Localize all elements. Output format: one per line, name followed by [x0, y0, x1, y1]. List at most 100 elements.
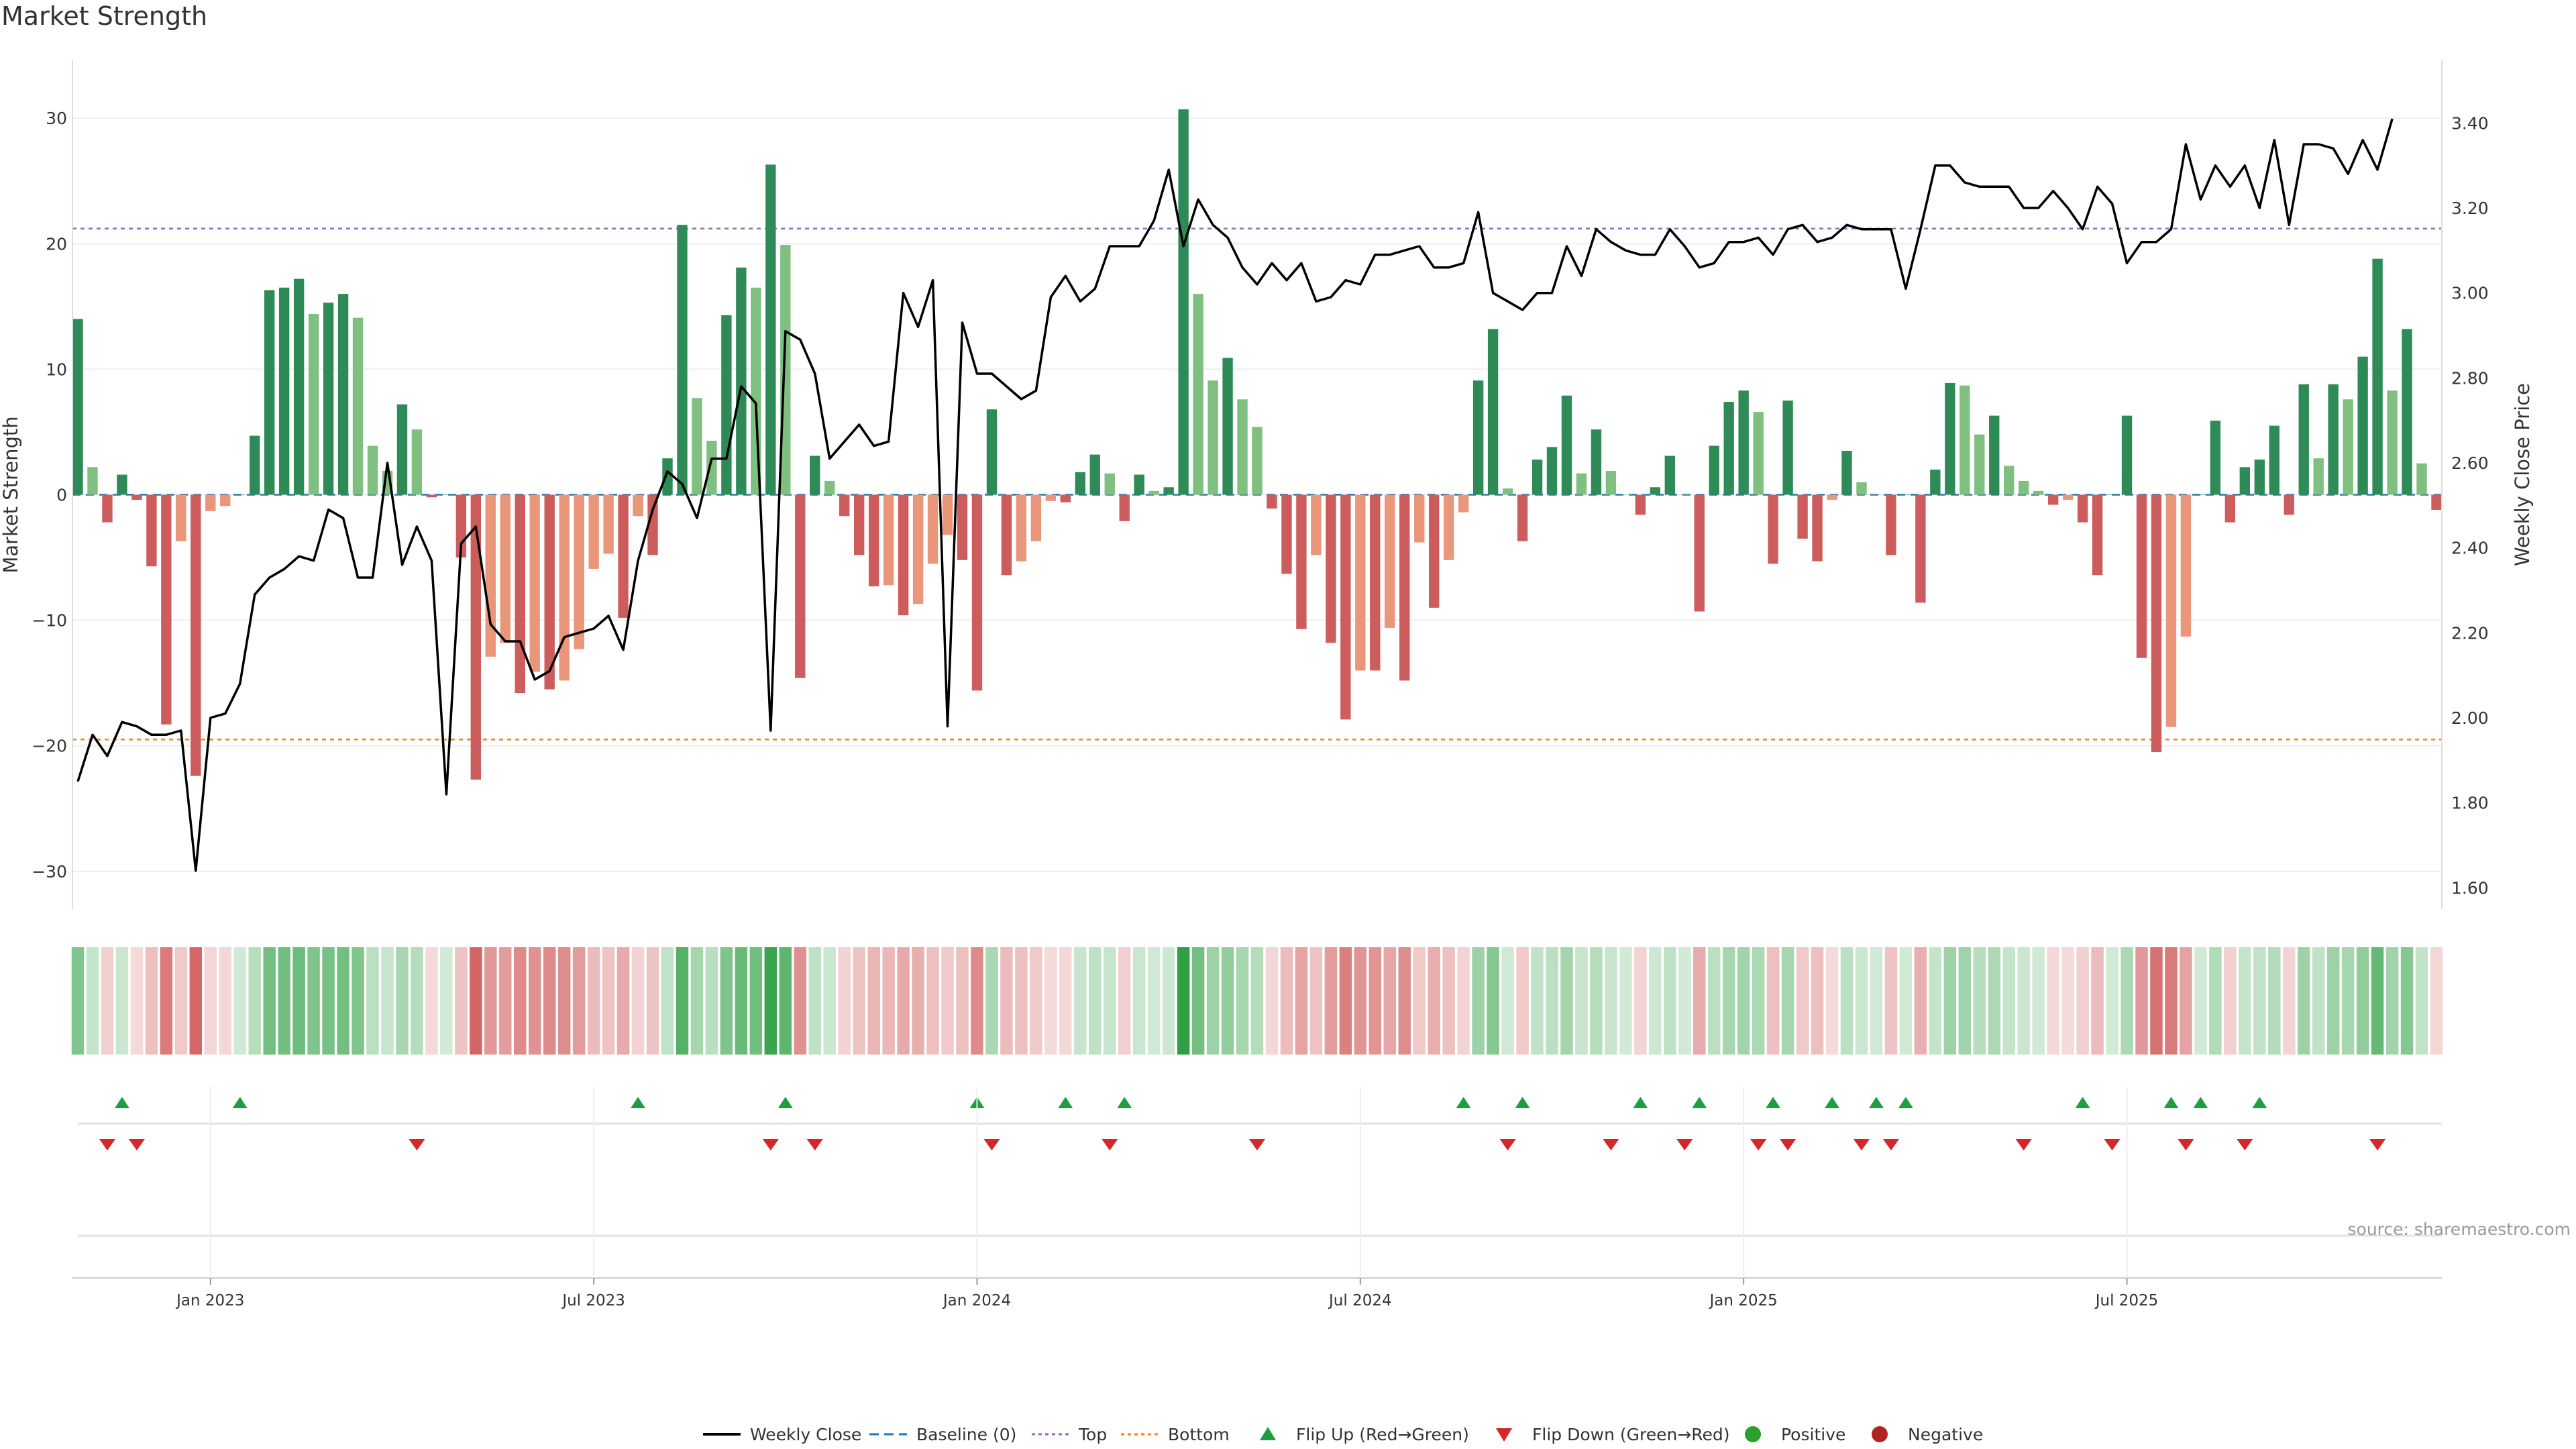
legend-top-label: Top [1078, 1425, 1107, 1444]
heat-cell [1250, 947, 1264, 1055]
heat-cell [749, 947, 763, 1055]
heat-cell [1825, 947, 1839, 1055]
strength-bar [1591, 429, 1602, 495]
flip-up-marker [1868, 1097, 1884, 1108]
heat-cell [499, 947, 512, 1055]
heat-cell [411, 947, 423, 1055]
strength-bar [1738, 390, 1749, 495]
month-tick-label: Jan 2023 [175, 1292, 244, 1309]
strength-bar [1385, 494, 1395, 628]
heat-cell [1191, 947, 1205, 1055]
month-tick-label: Jan 2024 [942, 1292, 1011, 1309]
right-tick-label: 2.40 [2451, 539, 2489, 558]
heat-cell [926, 947, 939, 1055]
strength-bar [1075, 472, 1085, 495]
strength-bar [1871, 494, 1882, 495]
legend-flip-down-swatch [1496, 1428, 1512, 1442]
strength-bar [1370, 494, 1381, 671]
heat-cell [2002, 947, 2015, 1055]
flip-down-marker [1603, 1139, 1619, 1150]
heat-cell [2209, 947, 2222, 1055]
strength-bar [293, 278, 305, 495]
strength-bar [2298, 384, 2309, 495]
heat-cell [1265, 947, 1279, 1055]
strength-bar [2284, 494, 2294, 515]
heat-cell [71, 947, 85, 1055]
flip-down-marker [983, 1139, 1000, 1150]
strength-bar [1134, 474, 1144, 495]
strength-bar [1237, 399, 1248, 495]
strength-bar [2195, 494, 2206, 495]
heat-cell [2385, 947, 2399, 1055]
heat-cell [1884, 947, 1898, 1055]
strength-bar [2019, 480, 2029, 495]
strength-bar [529, 494, 540, 672]
heat-cell [1221, 947, 1234, 1055]
time-axis: Jan 2023 Jul 2023 Jan 2024 Jul 2024 Jan 2025… [72, 1087, 2442, 1309]
heat-cell [897, 947, 910, 1055]
strength-bar [618, 494, 629, 618]
strength-bar [2151, 494, 2162, 753]
strength-bar [161, 494, 172, 724]
heat-cell [1796, 947, 1809, 1055]
flip-down-marker [1780, 1139, 1796, 1150]
legend-bottom-label: Bottom [1168, 1425, 1230, 1444]
strength-bar [500, 494, 511, 643]
heat-cell [528, 947, 541, 1055]
heat-cell [115, 947, 129, 1055]
strength-bar [1960, 385, 1970, 495]
right-tick-label: 1.60 [2451, 878, 2489, 898]
right-axis-title: Weekly Close Price [2511, 383, 2534, 566]
strength-bar [1576, 473, 1587, 495]
strength-bars [72, 109, 2442, 780]
strength-bar [647, 494, 658, 555]
strength-bar [721, 315, 732, 495]
legend: Weekly Close Baseline (0) Top Bottom Flip Up… [703, 1425, 1983, 1444]
heat-cell [204, 947, 217, 1055]
heat-cell [956, 947, 969, 1055]
legend-negative-swatch [1872, 1426, 1888, 1442]
left-tick-label: 30 [46, 109, 67, 128]
heat-cell [1693, 947, 1706, 1055]
legend-flip-up-swatch [1260, 1427, 1276, 1440]
heat-cell [1132, 947, 1146, 1055]
heat-cell [779, 947, 792, 1055]
flip-down-marker [806, 1139, 823, 1150]
strength-bar [367, 445, 378, 495]
left-tick-label: 20 [46, 234, 67, 254]
heat-cell [1487, 947, 1499, 1055]
heat-cell [1295, 947, 1308, 1055]
strength-bar [2431, 494, 2442, 510]
heat-cell [1472, 947, 1485, 1055]
strength-bar [250, 435, 260, 495]
flip-up-marker [1515, 1097, 1530, 1108]
strength-bar [1060, 494, 1071, 502]
strength-bar [146, 494, 157, 567]
strength-bar [706, 441, 717, 495]
flip-up-marker [232, 1097, 248, 1108]
heat-cell [1383, 947, 1397, 1055]
heat-cell [2341, 947, 2355, 1055]
flip-up-marker [2193, 1097, 2208, 1108]
heat-cell [2253, 947, 2266, 1055]
strength-bar [117, 474, 127, 495]
flip-down-marker [2104, 1139, 2121, 1150]
heat-cell [1914, 947, 1927, 1055]
strength-bar [1561, 395, 1572, 495]
strength-bar [515, 494, 525, 694]
strength-bar [1458, 494, 1469, 513]
heat-cell [86, 947, 99, 1055]
flip-down-marker [128, 1139, 145, 1150]
strength-bar [337, 294, 349, 495]
legend-positive-swatch [1745, 1426, 1761, 1442]
heat-cell [307, 947, 320, 1055]
flip-up-marker [1825, 1097, 1840, 1108]
month-tick-label: Jan 2025 [1709, 1292, 1778, 1309]
strength-bar [1163, 487, 1174, 495]
strength-bar [603, 494, 614, 554]
legend-positive-label: Positive [1781, 1425, 1845, 1444]
strength-bar [2210, 421, 2221, 495]
flip-down-marker [1882, 1139, 1899, 1150]
strength-bar [1104, 473, 1115, 495]
heat-cell [1531, 947, 1544, 1055]
